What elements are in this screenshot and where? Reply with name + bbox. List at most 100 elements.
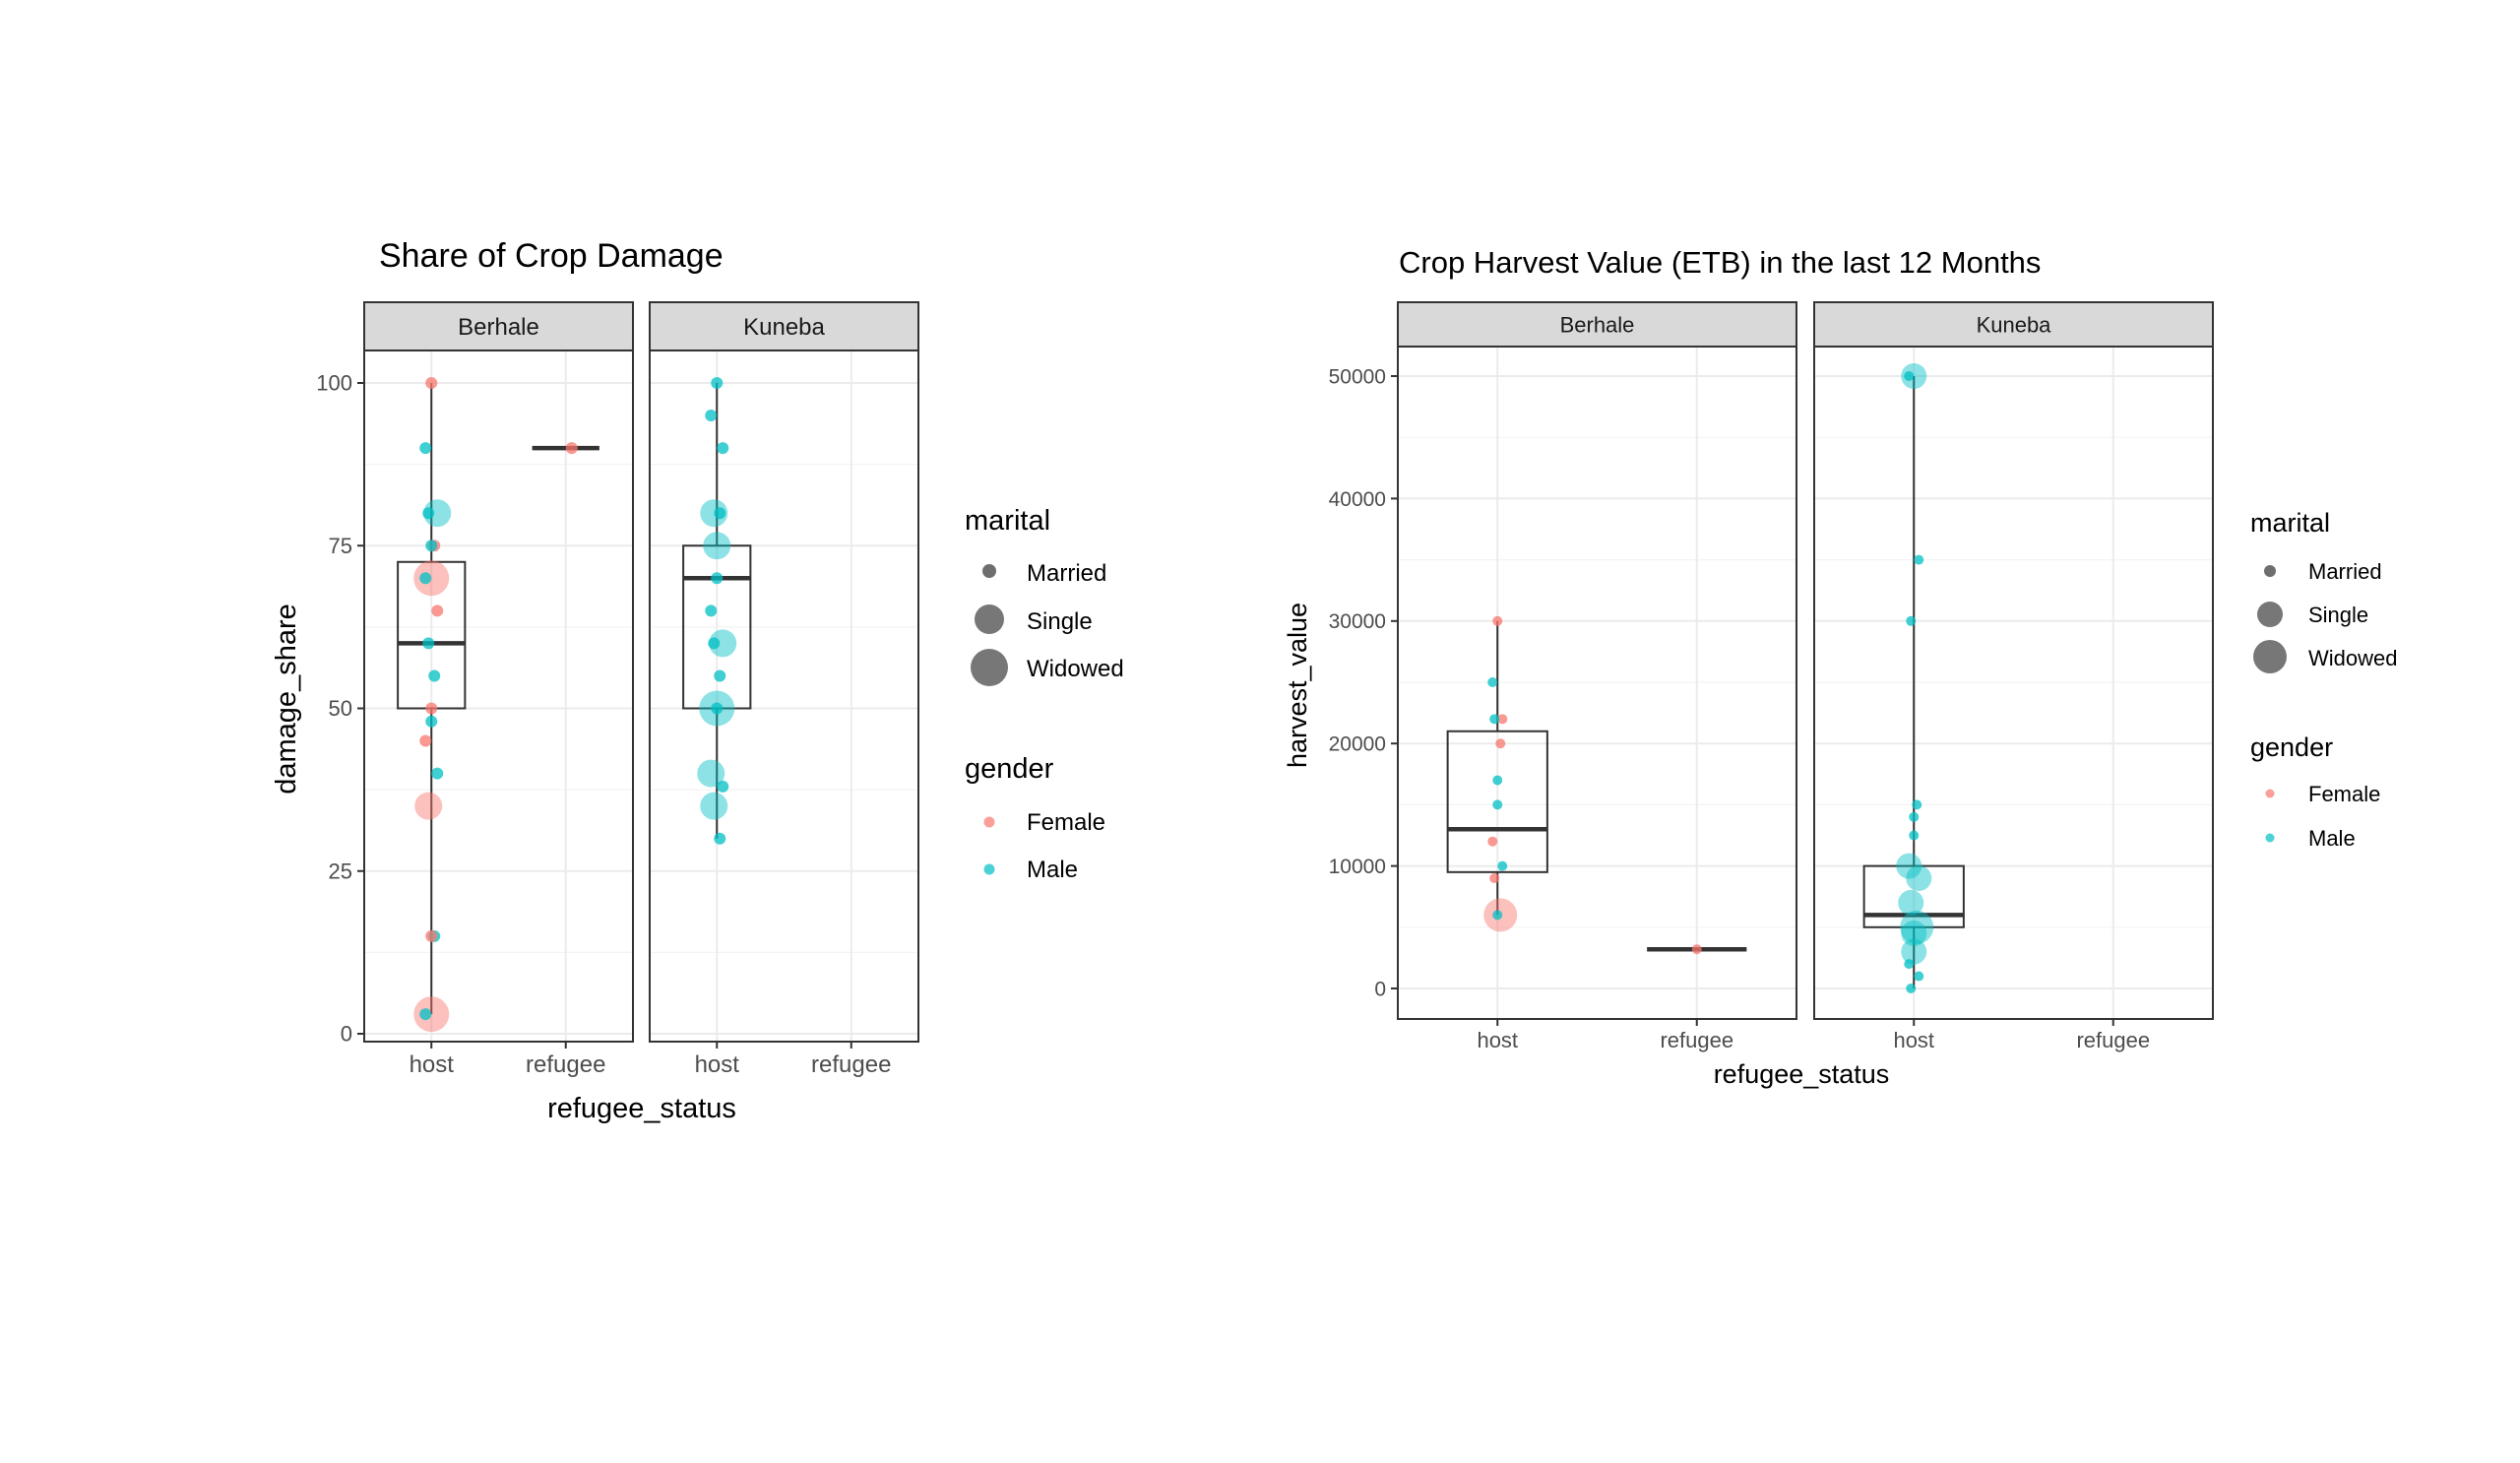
x-tick-label: refugee [526, 1051, 605, 1078]
facet-strip-label: Berhale [1560, 312, 1635, 337]
data-point [419, 734, 432, 747]
data-point [1909, 830, 1920, 841]
legend-key-female [983, 816, 995, 828]
y-axis-label: damage_share [271, 604, 302, 794]
legend-key-male [2265, 833, 2275, 843]
data-point [1914, 971, 1924, 982]
legend-label-widowed: Widowed [1027, 656, 1124, 682]
data-point [1906, 865, 1932, 892]
legend-label-single: Single [1027, 608, 1093, 635]
x-tick-label: host [695, 1051, 740, 1078]
chart-title: Crop Harvest Value (ETB) in the last 12 … [1399, 245, 2041, 280]
legend-marital: marital Married Single Widowed [2250, 508, 2397, 670]
chart-title: Share of Crop Damage [379, 237, 724, 275]
x-tick-label: refugee [811, 1051, 891, 1078]
box-iqr [1862, 864, 1965, 928]
data-point [1487, 677, 1498, 687]
data-point [1901, 921, 1927, 947]
y-tick-label: 40000 [1329, 488, 1386, 511]
data-point [1914, 554, 1924, 565]
data-point [700, 792, 728, 820]
legend-title: gender [2250, 732, 2333, 762]
data-point [425, 540, 438, 552]
data-point [428, 669, 441, 682]
data-point [1909, 811, 1920, 822]
data-point [414, 792, 443, 820]
legend-keys [971, 564, 1008, 875]
y-tick-label: 100 [316, 371, 352, 396]
data-point [1896, 853, 1922, 879]
legend-key-female [2265, 789, 2275, 798]
data-point [425, 929, 438, 942]
legend-key-single [975, 604, 1004, 634]
panel-border [649, 350, 919, 1043]
legend-gender: gender Female Male [965, 753, 1105, 883]
legend-label-married: Married [2308, 559, 2382, 584]
panel-background [650, 350, 918, 1042]
data-point [1906, 615, 1917, 626]
data-point [425, 702, 438, 715]
data-point [711, 702, 724, 715]
panel-border [363, 350, 634, 1043]
data-point [711, 572, 724, 585]
data-point [709, 629, 737, 658]
data-point [1906, 984, 1917, 993]
facet-panel-berhale: Berhale host refugee 0 25 50 75 100 [316, 301, 634, 1078]
legend-gender: gender Female Male [2250, 732, 2380, 851]
facet-strip [649, 301, 919, 351]
y-tick-label: 10000 [1329, 856, 1386, 878]
data-point [1492, 910, 1503, 921]
legend-label-female: Female [2308, 782, 2380, 806]
data-point [1691, 944, 1702, 955]
chart-crop-damage: Share of Crop Damage refugee_status dama… [271, 237, 1124, 1124]
data-point [431, 604, 444, 617]
data-point [703, 532, 731, 560]
legend-key-male [983, 863, 995, 875]
data-point [425, 715, 438, 728]
legend-key-single [2257, 602, 2283, 627]
legend-label-married: Married [1027, 560, 1106, 587]
legend-title: marital [965, 505, 1050, 537]
x-axis-label: refugee_status [547, 1093, 736, 1124]
legend-keys [2253, 565, 2287, 843]
data-point [419, 1008, 432, 1021]
panels-layer: Berhale host refugee 0 25 50 75 100 Kuneba host re… [316, 301, 919, 1078]
panel-border [1397, 346, 1797, 1020]
chart-harvest-value: Crop Harvest Value (ETB) in the last 12 … [1283, 245, 2397, 1089]
data-point [714, 832, 726, 845]
data-point [419, 442, 432, 455]
legend-title: marital [2250, 508, 2330, 538]
data-point [1900, 910, 1934, 944]
x-tick-label: refugee [2076, 1028, 2150, 1052]
boxplot-host [1446, 620, 1548, 916]
data-point [1492, 615, 1503, 626]
data-point [422, 637, 435, 650]
data-point [711, 377, 724, 389]
data-point [419, 572, 432, 585]
panel-background [364, 350, 633, 1042]
data-point [425, 377, 438, 389]
x-tick-label: refugee [1660, 1028, 1733, 1052]
data-point [708, 637, 721, 650]
data-point [565, 442, 578, 455]
data-point [1898, 889, 1924, 916]
x-axis-label: refugee_status [1714, 1059, 1890, 1089]
data-point [1904, 371, 1915, 381]
data-point [717, 780, 729, 793]
data-point [422, 507, 435, 520]
data-point [423, 499, 452, 528]
legend-key-widowed [2253, 640, 2287, 673]
legend-key-widowed [971, 649, 1008, 686]
data-point [1489, 873, 1500, 884]
legend-label-female: Female [1027, 809, 1105, 836]
legend-label-male: Male [1027, 857, 1078, 883]
data-point [1487, 836, 1498, 847]
panels-layer: Berhale host refugee 0 10000 20000 30000 40000 5… [1329, 301, 2214, 1052]
data-point [1495, 738, 1506, 749]
data-point [697, 759, 725, 788]
data-point [1492, 799, 1503, 810]
y-tick-label: 30000 [1329, 610, 1386, 633]
y-tick-label: 75 [329, 534, 352, 558]
facet-strip-label: Kuneba [1977, 312, 2052, 337]
